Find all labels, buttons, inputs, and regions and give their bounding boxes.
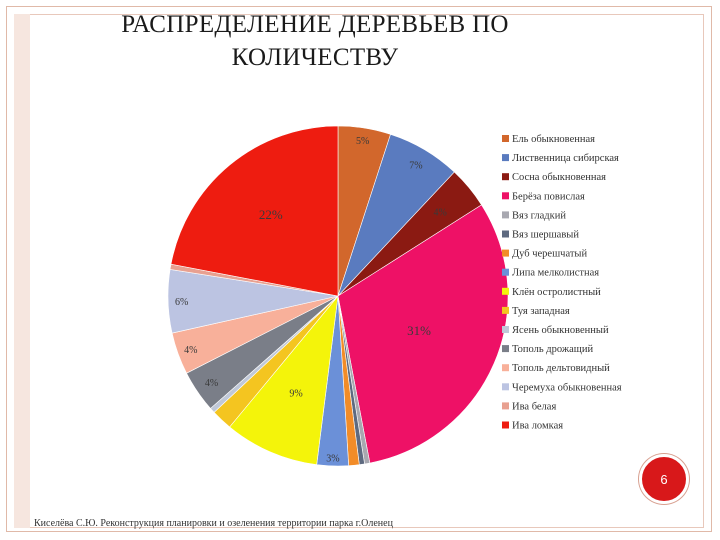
legend-entry-label: Лиственница сибирская — [512, 153, 619, 164]
legend-swatch — [502, 326, 509, 333]
legend-entry-label: Ива ломкая — [512, 421, 563, 432]
legend-swatch — [502, 192, 509, 200]
legend-swatch — [502, 345, 509, 353]
legend-swatch — [502, 135, 509, 142]
pie-data-labels: 5% 7% 4% 31% 3% 9% 4% 4% 6% 22% — [175, 136, 447, 465]
legend-entry-label: Липа мелколистная — [512, 268, 599, 279]
slide-frame-outer — [6, 6, 712, 532]
legend-swatch — [502, 421, 509, 429]
pie-slices — [167, 125, 509, 467]
legend-swatch — [502, 154, 509, 162]
legend-entry-label: Ясень обыкновенный — [512, 325, 609, 336]
legend-swatch — [502, 249, 509, 257]
legend-entry-label: Клён остролистный — [512, 287, 601, 298]
pie-slice — [229, 295, 339, 465]
legend-entry-label: Ель обыкновенная — [512, 134, 595, 145]
chart-title-line1: РАСПРЕДЕЛЕНИЕ ДЕРЕВЬЕВ ПО — [121, 11, 509, 38]
pie-slice-label: 22% — [259, 207, 283, 222]
legend-swatch — [502, 211, 509, 219]
pie-slice — [337, 204, 509, 464]
legend-swatch — [502, 383, 509, 391]
legend-swatch — [502, 306, 509, 314]
legend-swatch — [502, 287, 509, 295]
legend-swatch — [502, 402, 509, 410]
legend-swatch — [502, 364, 509, 372]
chart-legend: Ель обыкновенная Лиственница сибирская Сос… — [502, 134, 622, 432]
slide-frame-band — [14, 14, 30, 528]
legend-entry-label: Туя западная — [512, 306, 570, 317]
pie-slice-label: 5% — [356, 136, 369, 147]
slide-footer: Киселёва С.Ю. Реконструкция планировки и… — [34, 518, 393, 529]
pie-slice-label: 4% — [184, 345, 197, 356]
legend-swatch — [502, 268, 509, 276]
pie-slice-label: 7% — [409, 160, 422, 171]
legend-entry-label: Берёза повислая — [512, 191, 585, 202]
pie-slice-label: 9% — [289, 389, 302, 400]
legend-entry-label: Тополь дельтовидный — [512, 363, 610, 374]
legend-swatch — [502, 173, 509, 181]
pie-slice-label: 4% — [205, 378, 218, 389]
legend-entry-label: Ива белая — [512, 401, 556, 412]
legend-entry-label: Вяз шершавый — [512, 230, 579, 241]
page-number-badge: 6 — [639, 454, 689, 504]
pie-slice-label: 3% — [326, 453, 339, 464]
pie-slice — [170, 125, 339, 297]
pie-slice-label: 4% — [434, 208, 447, 219]
legend-entry-label: Вяз гладкий — [512, 210, 566, 221]
chart-title: РАСПРЕДЕЛЕНИЕ ДЕРЕВЬЕВ ПО КОЛИЧЕСТВУ — [90, 8, 540, 74]
legend-entry-label: Дуб черешчатый — [512, 249, 587, 260]
legend-swatch — [502, 230, 509, 238]
legend-entry-label: Черемуха обыкновенная — [512, 382, 622, 393]
legend-entry-label: Тополь дрожащий — [512, 344, 593, 355]
pie-slice-label: 31% — [407, 323, 431, 338]
pie-slice-label: 6% — [175, 297, 188, 308]
legend-entry-label: Сосна обыкновенная — [512, 172, 606, 183]
chart-title-line2: КОЛИЧЕСТВУ — [231, 44, 399, 71]
